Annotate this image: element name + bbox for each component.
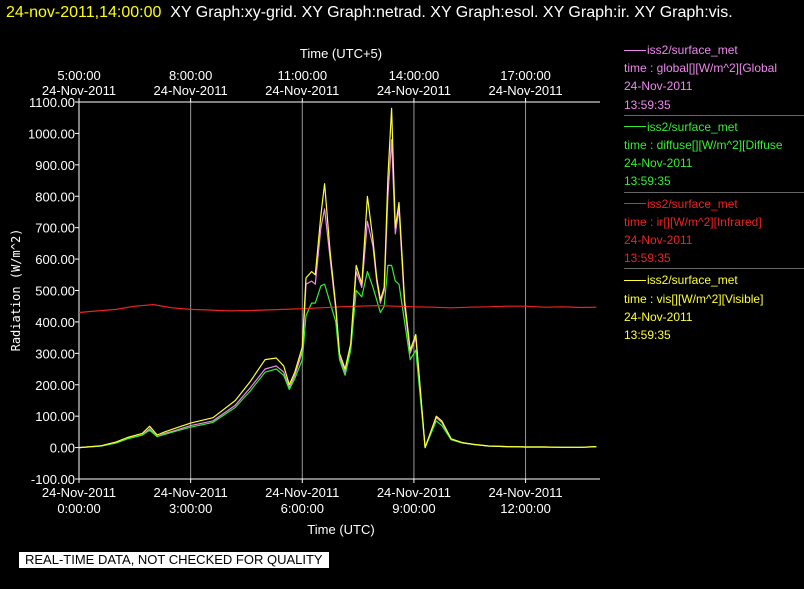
x-tick-label-time: 3:00:00 — [169, 501, 212, 516]
legend-source-text: iss2/surface_met — [647, 196, 738, 211]
legend-date: 24-Nov-2011 — [624, 156, 693, 171]
y-tick-label: 600.00 — [35, 252, 75, 267]
legend-source: iss2/surface_met — [624, 118, 804, 136]
y-tick-label: 700.00 — [35, 221, 75, 236]
top-tick-label-date: 24-Nov-2011 — [377, 83, 451, 98]
y-tick-label: -100.00 — [31, 472, 75, 487]
legend-separator — [624, 114, 804, 116]
series-line-diffuse — [78, 264, 597, 449]
legend-date: 24-Nov-2011 — [624, 233, 693, 248]
legend-source: iss2/surface_met — [624, 41, 804, 59]
top-tick-label-time: 14:00:00 — [389, 68, 440, 83]
quality-notice: REAL-TIME DATA, NOT CHECKED FOR QUALITY — [19, 552, 329, 568]
header-timestamp: 24-nov-2011,14:00:00 — [6, 4, 162, 21]
x-tick-label-time: 6:00:00 — [281, 501, 324, 516]
y-tick-label: 500.00 — [35, 284, 75, 299]
y-tick-label: 1100.00 — [29, 95, 75, 110]
legend-source-text: iss2/surface_met — [647, 43, 738, 57]
legend-description: time : diffuse[][W/m^2][Diffuse — [624, 138, 783, 153]
x-tick-label-date: 24-Nov-2011 — [42, 485, 116, 500]
y-tick-label: 1000.00 — [28, 126, 75, 141]
legend-separator — [624, 191, 804, 193]
top-tick-label-date: 24-Nov-2011 — [488, 83, 562, 98]
y-tick-label: 300.00 — [35, 346, 75, 361]
legend-swatch — [624, 280, 646, 282]
top-tick-label-time: 5:00:00 — [57, 68, 100, 83]
legend-source: iss2/surface_met — [624, 271, 804, 289]
y-tick-label: 200.00 — [35, 378, 75, 393]
x-tick-label-date: 24-Nov-2011 — [265, 485, 339, 500]
top-tick-label-time: 17:00:00 — [500, 68, 551, 83]
header-graph-list: XY Graph:xy-grid. XY Graph:netrad. XY Gr… — [170, 4, 733, 21]
legend-source-text: iss2/surface_met — [647, 119, 738, 134]
top-tick-label-date: 24-Nov-2011 — [42, 83, 116, 98]
series-line-ir — [78, 304, 597, 314]
x-tick-label-time: 12:00:00 — [500, 501, 551, 516]
legend-separator — [624, 268, 804, 270]
legend-swatch — [624, 126, 646, 128]
y-tick-label: 0.00 — [50, 441, 75, 456]
x-tick-label-date: 24-Nov-2011 — [377, 485, 451, 500]
y-tick-label: 400.00 — [35, 315, 75, 330]
top-tick-label-time: 11:00:00 — [277, 68, 327, 83]
x-tick-label-date: 24-Nov-2011 — [488, 485, 562, 500]
series-line-global — [78, 139, 597, 449]
x-tick-label-date: 24-Nov-2011 — [154, 485, 228, 500]
x-tick-label-time: 9:00:00 — [392, 501, 435, 516]
legend-source: iss2/surface_met — [624, 195, 804, 213]
y-axis-label: Radiation (W/m^2) — [9, 229, 23, 352]
legend-date: 24-Nov-2011 — [624, 309, 693, 324]
legend-source-text: iss2/surface_met — [647, 273, 738, 288]
legend-description: time : global[][W/m^2][Global — [624, 61, 778, 76]
top-tick-label-date: 24-Nov-2011 — [154, 83, 228, 98]
y-tick-label: 800.00 — [35, 189, 75, 204]
axes — [75, 98, 600, 483]
tick-labels: 1100.00 1000.00 900.00 800.00 700.00 600.00 50… — [28, 68, 563, 516]
legend-time: 13:59:35 — [624, 251, 671, 266]
legend-swatch — [624, 49, 646, 51]
top-axis-label: Time (UTC+5) — [300, 46, 382, 61]
legend-swatch — [624, 203, 646, 205]
top-tick-label-time: 8:00:00 — [169, 68, 212, 83]
grid — [190, 102, 527, 479]
series-line-vis — [78, 107, 597, 449]
y-tick-label: 100.00 — [35, 409, 75, 424]
y-tick-label: 900.00 — [35, 158, 75, 173]
legend-time: 13:59:35 — [624, 328, 671, 343]
legend-time: 13:59:35 — [624, 97, 671, 112]
top-tick-label-date: 24-Nov-2011 — [265, 83, 339, 98]
series-group — [78, 107, 597, 449]
legend-time: 13:59:35 — [624, 174, 671, 189]
header: 24-nov-2011,14:00:00 XY Graph:xy-grid. X… — [6, 2, 804, 23]
legend-description: time : vis[][W/m^2][Visible] — [624, 291, 764, 306]
x-axis-label: Time (UTC) — [307, 522, 374, 537]
legend-description: time : ir[][W/m^2][Infrared] — [624, 214, 762, 229]
x-tick-label-time: 0:00:00 — [57, 501, 100, 516]
legend-date: 24-Nov-2011 — [624, 79, 693, 94]
